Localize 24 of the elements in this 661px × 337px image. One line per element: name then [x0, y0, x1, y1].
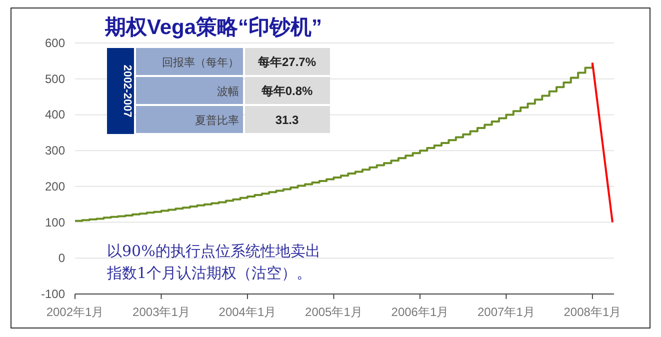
- y-tick-label: 200: [44, 179, 66, 194]
- y-tick-label: 600: [44, 36, 66, 50]
- y-tick-label: 300: [44, 144, 66, 158]
- annotation: 每年0.8%: [260, 84, 313, 98]
- y-tick-label: 400: [44, 108, 66, 122]
- annotation: 以90%的执行点位系统性地卖出指数1个月认沽期权（沽空）。: [106, 242, 320, 282]
- chart-title: 期权Vega策略“印钞机”: [104, 16, 322, 39]
- annotation: 每年27.7%: [256, 55, 316, 69]
- annotation: 31.3: [275, 113, 299, 127]
- y-tick-label: -100: [40, 287, 66, 301]
- x-tick-label: 2004年1月: [218, 305, 276, 319]
- x-tick-label: 2003年1月: [132, 305, 190, 319]
- y-tick-label: 500: [44, 72, 66, 86]
- x-tick-label: 2002年1月: [46, 305, 104, 319]
- annotation: 2002-2007: [121, 64, 133, 118]
- x-tick-label: 2007年1月: [478, 305, 535, 319]
- annotation: 波幅: [217, 85, 239, 98]
- x-tick-label: 2006年1月: [391, 305, 449, 319]
- x-tick-label: 2008年1月: [564, 305, 622, 319]
- x-tick-label: 2005年1月: [305, 305, 362, 319]
- y-tick-label: 0: [58, 251, 66, 266]
- y-tick-label: 100: [44, 215, 66, 230]
- annotation: 夏普比率: [195, 114, 239, 127]
- annotation: 回报率（每年）: [162, 56, 239, 69]
